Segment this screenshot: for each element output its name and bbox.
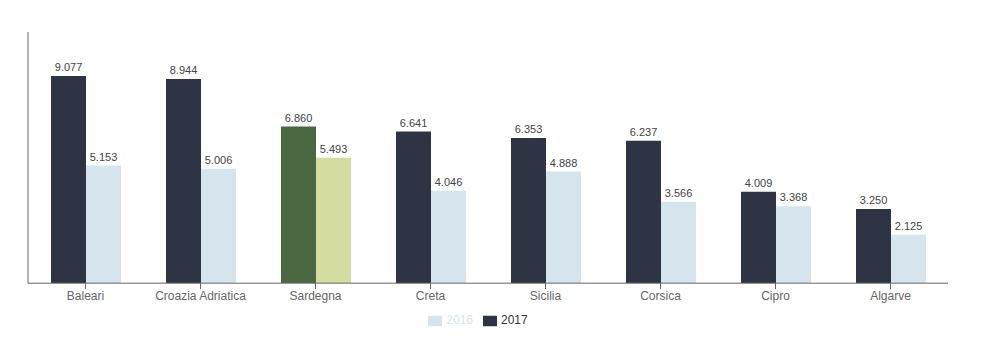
- svg-text:4.009: 4.009: [745, 177, 773, 189]
- svg-text:Algarve: Algarve: [870, 289, 911, 303]
- svg-text:5.153: 5.153: [90, 151, 118, 163]
- svg-text:9.077: 9.077: [55, 61, 83, 73]
- svg-text:4.888: 4.888: [550, 157, 578, 169]
- svg-text:Croazia Adriatica: Croazia Adriatica: [155, 289, 246, 303]
- svg-text:5.006: 5.006: [205, 154, 233, 166]
- svg-text:Baleari: Baleari: [67, 289, 104, 303]
- svg-text:6.237: 6.237: [630, 126, 658, 138]
- svg-text:3.566: 3.566: [665, 187, 693, 199]
- html-text:2016: 2016: [446, 313, 473, 328]
- svg-text:Sardegna: Sardegna: [289, 289, 341, 303]
- svg-text:Creta: Creta: [416, 289, 446, 303]
- html-text:2017: 2017: [501, 313, 528, 328]
- svg-text:Cipro: Cipro: [761, 289, 790, 303]
- svg-text:4.046: 4.046: [435, 176, 463, 188]
- svg-text:6.860: 6.860: [285, 112, 313, 124]
- svg-text:Sicilia: Sicilia: [530, 289, 562, 303]
- svg-text:5.493: 5.493: [320, 143, 348, 155]
- svg-text:8.944: 8.944: [170, 64, 198, 76]
- svg-text:6.641: 6.641: [400, 117, 428, 129]
- svg-text:6.353: 6.353: [515, 123, 543, 135]
- svg-text:3.368: 3.368: [780, 191, 808, 203]
- svg-text:Corsica: Corsica: [640, 289, 681, 303]
- svg-text:3.250: 3.250: [860, 194, 888, 206]
- svg-text:2.125: 2.125: [895, 220, 923, 232]
